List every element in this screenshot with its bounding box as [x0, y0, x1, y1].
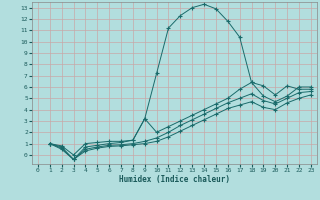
- X-axis label: Humidex (Indice chaleur): Humidex (Indice chaleur): [119, 175, 230, 184]
